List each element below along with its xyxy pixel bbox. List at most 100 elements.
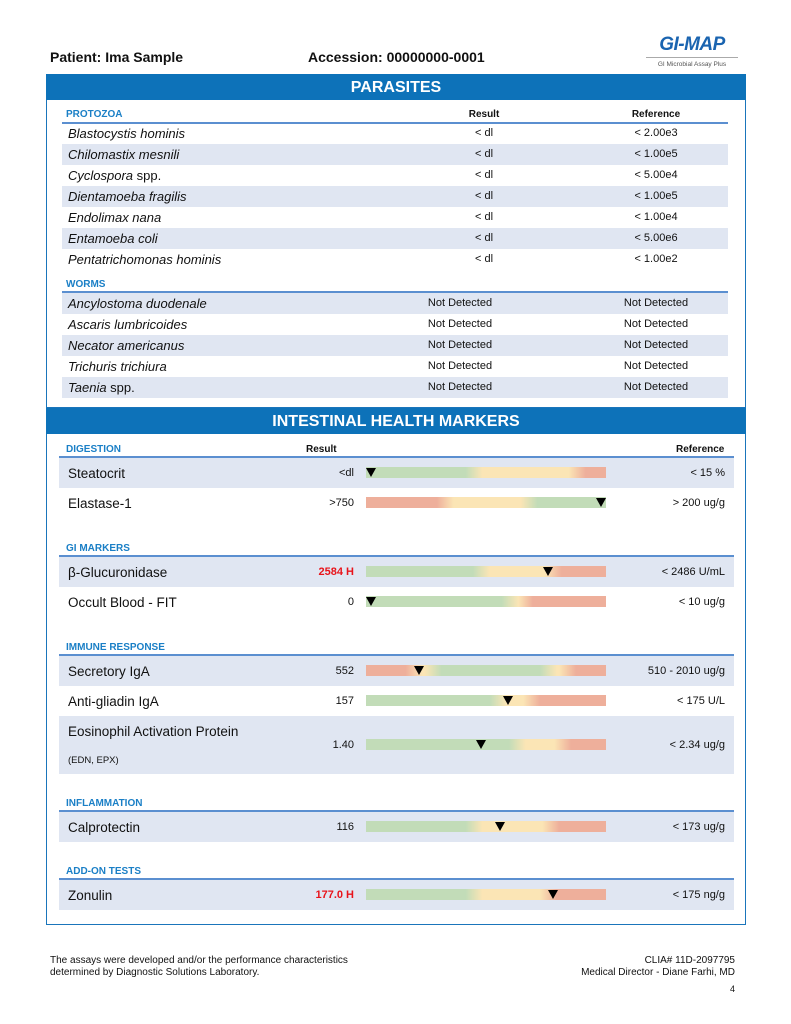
- result-value: 0: [347, 596, 354, 608]
- result-value: < dl: [474, 127, 494, 139]
- result-marker-icon: [365, 468, 376, 477]
- table-row: Taenia spp. Not Detected Not Detected: [62, 377, 728, 398]
- divider: [59, 555, 734, 557]
- reference-value: < 1.00e2: [634, 253, 678, 265]
- marker-row: Eosinophil Activation Protein (EDN, EPX) 1…: [59, 716, 734, 774]
- organism-name: Blastocystis hominis: [68, 126, 185, 141]
- reference-value: Not Detected: [623, 339, 689, 351]
- result-value: < dl: [474, 253, 494, 265]
- reference-value: Not Detected: [623, 318, 689, 330]
- section-label: ADD-ON TESTS: [66, 866, 141, 877]
- parasites-title: PARASITES: [46, 74, 746, 100]
- result-value: < dl: [474, 190, 494, 202]
- intestinal-panel: [46, 408, 746, 925]
- page-number: 4: [729, 984, 735, 994]
- reference-value: < 2486 U/mL: [661, 566, 725, 578]
- table-row: Blastocystis hominis < dl < 2.00e3: [62, 123, 728, 144]
- organism-name-italic: Endolimax nana: [68, 210, 162, 225]
- range-gauge: [366, 695, 606, 706]
- section-label: IMMUNE RESPONSE: [66, 642, 165, 653]
- result-marker-icon: [476, 740, 487, 749]
- parasites-panel: [46, 74, 746, 408]
- table-row: Cyclospora spp. < dl < 5.00e4: [62, 165, 728, 186]
- result-value: 177.0 H: [315, 889, 354, 901]
- footer-lab-info: CLIA# 11D-2097795 Medical Director - Dia…: [581, 955, 735, 979]
- result-value: 2584 H: [318, 566, 354, 578]
- table-row: Ascaris lumbricoides Not Detected Not Dete…: [62, 314, 728, 335]
- organism-name-italic: Taenia: [68, 380, 107, 395]
- organism-name-suffix: spp.: [133, 168, 162, 183]
- organism-name: Necator americanus: [68, 338, 184, 353]
- logo-subtitle: GI Microbial Assay Plus: [657, 61, 727, 68]
- marker-name: Steatocrit: [68, 466, 126, 481]
- result-marker-icon: [365, 597, 376, 606]
- organism-name-italic: Trichuris trichiura: [68, 359, 167, 374]
- table-row: Necator americanus Not Detected Not Detect…: [62, 335, 728, 356]
- table-row: Endolimax nana < dl < 1.00e4: [62, 207, 728, 228]
- reference-value: < 175 ng/g: [672, 889, 725, 901]
- result-value: Not Detected: [427, 381, 493, 393]
- organism-name-italic: Pentatrichomonas hominis: [68, 252, 222, 267]
- range-gauge: [366, 566, 606, 577]
- result-value: 157: [335, 695, 354, 707]
- reference-value: < 1.00e4: [634, 211, 678, 223]
- table-row: Dientamoeba fragilis < dl < 1.00e5: [62, 186, 728, 207]
- reference-value: < 15 %: [690, 467, 725, 479]
- result-value: Not Detected: [427, 318, 493, 330]
- marker-row: Zonulin 177.0 H < 175 ng/g: [59, 880, 734, 910]
- marker-row: Occult Blood - FIT 0 < 10 ug/g: [59, 587, 734, 617]
- result-marker-icon: [413, 666, 424, 675]
- result-value: 116: [336, 821, 354, 833]
- divider: [59, 456, 734, 458]
- marker-name: Secretory IgA: [68, 664, 150, 679]
- organism-name-suffix: spp.: [106, 380, 135, 395]
- result-value: >750: [329, 497, 354, 509]
- table-row: Entamoeba coli < dl < 5.00e6: [62, 228, 728, 249]
- range-gauge: [366, 821, 606, 832]
- organism-name: Trichuris trichiura: [68, 359, 167, 374]
- organism-name: Ancylostoma duodenale: [68, 296, 207, 311]
- result-marker-icon: [596, 498, 607, 507]
- result-value: < dl: [474, 211, 494, 223]
- organism-name: Taenia spp.: [68, 380, 135, 395]
- disclaimer-line-1: The assays were developed and/or the per…: [50, 955, 348, 966]
- range-gauge: [365, 467, 606, 478]
- result-value: < dl: [474, 169, 494, 181]
- divider: [59, 878, 734, 880]
- range-gauge: [366, 889, 606, 900]
- result-value: 1.40: [332, 739, 354, 751]
- reference-value: > 200 ug/g: [672, 497, 725, 509]
- range-gauge: [365, 596, 606, 607]
- marker-name: Calprotectin: [68, 820, 141, 835]
- section-label: GI MARKERS: [66, 543, 130, 554]
- reference-value: Not Detected: [623, 297, 689, 309]
- marker-name-detail: (EDN, EPX): [68, 755, 119, 766]
- organism-name-italic: Cyclospora: [68, 168, 134, 183]
- divider: [59, 810, 734, 812]
- marker-row: Steatocrit <dl < 15 %: [59, 458, 734, 488]
- organism-name: Chilomastix mesnili: [68, 147, 179, 162]
- organism-name-italic: Entamoeba coli: [68, 231, 158, 246]
- organism-name: Pentatrichomonas hominis: [68, 252, 221, 267]
- protozoa-label: PROTOZOA: [66, 109, 123, 120]
- result-value: Not Detected: [427, 360, 493, 372]
- reference-value: < 10 ug/g: [678, 596, 725, 608]
- marker-row: β-Glucuronidase 2584 H < 2486 U/mL: [59, 557, 734, 587]
- result-value: 552: [335, 665, 354, 677]
- result-value: Not Detected: [427, 339, 493, 351]
- organism-name: Entamoeba coli: [68, 231, 158, 246]
- worms-label: WORMS: [66, 279, 106, 290]
- result-value: Not Detected: [427, 297, 493, 309]
- range-gauge: [366, 665, 606, 676]
- marker-name: β-Glucuronidase: [68, 565, 168, 580]
- divider: [59, 654, 734, 656]
- range-gauge: [366, 739, 606, 750]
- section-label: DIGESTION: [66, 444, 122, 455]
- result-marker-icon: [543, 567, 554, 576]
- organism-name: Dientamoeba fragilis: [68, 189, 187, 204]
- marker-row: Calprotectin 116 < 173 ug/g: [59, 812, 734, 842]
- result-header: Result: [306, 444, 337, 455]
- reference-value: Not Detected: [623, 381, 689, 393]
- marker-row: Secretory IgA 552 510 - 2010 ug/g: [59, 656, 734, 686]
- marker-name: Occult Blood - FIT: [68, 595, 177, 610]
